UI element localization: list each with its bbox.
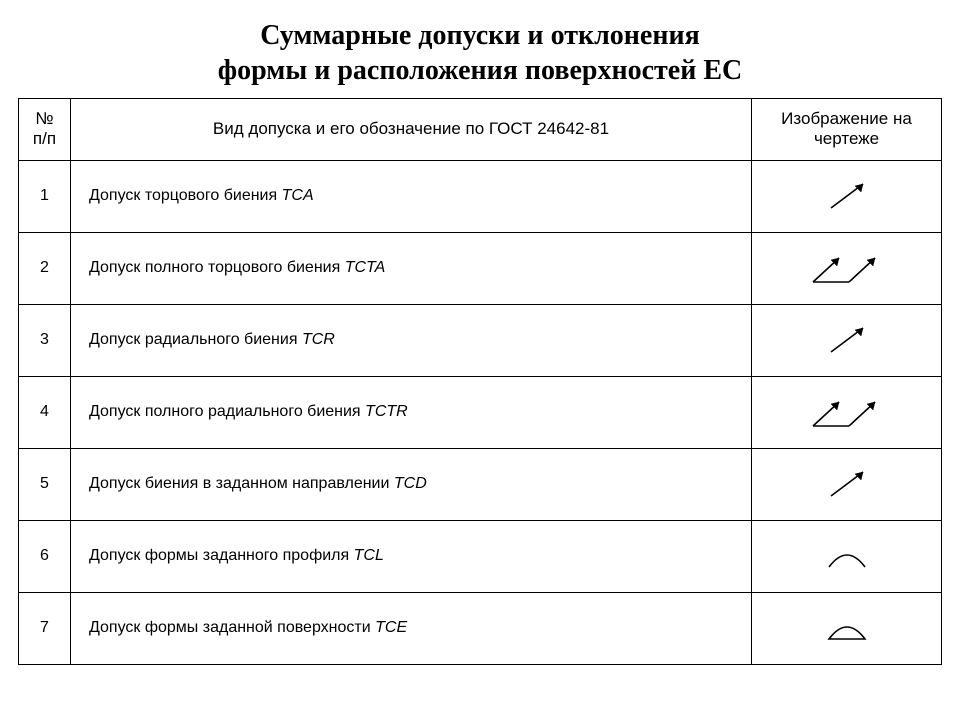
row-description-label: Допуск биения в заданном направлении bbox=[89, 475, 394, 492]
row-number: 7 bbox=[19, 592, 71, 664]
col-header-number: № п/п bbox=[19, 99, 71, 161]
table-header-row: № п/п Вид допуска и его обозначение по Г… bbox=[19, 99, 942, 161]
col-header-number-l1: № bbox=[35, 109, 53, 128]
row-symbol bbox=[752, 448, 942, 520]
single-arrow-icon bbox=[817, 320, 877, 360]
row-number: 2 bbox=[19, 232, 71, 304]
row-description: Допуск биения в заданном направлении TCD bbox=[71, 448, 752, 520]
row-number: 6 bbox=[19, 520, 71, 592]
table-row: 7Допуск формы заданной поверхности TCE bbox=[19, 592, 942, 664]
row-symbol bbox=[752, 592, 942, 664]
title-line-1: Суммарные допуски и отклонения bbox=[260, 20, 700, 51]
row-number: 3 bbox=[19, 304, 71, 376]
table-container: № п/п Вид допуска и его обозначение по Г… bbox=[18, 98, 942, 665]
row-description-label: Допуск формы заданного профиля bbox=[89, 547, 354, 564]
table-row: 6Допуск формы заданного профиля TCL bbox=[19, 520, 942, 592]
row-number: 1 bbox=[19, 160, 71, 232]
row-symbol bbox=[752, 376, 942, 448]
closed-arc-icon bbox=[817, 611, 877, 645]
col-header-symbol-l2: чертеже bbox=[814, 129, 879, 148]
title-line-2: формы и расположения поверхностей ЕС bbox=[218, 55, 742, 86]
row-description: Допуск формы заданной поверхности TCE bbox=[71, 592, 752, 664]
page-title: Суммарные допуски и отклонения формы и р… bbox=[0, 0, 960, 98]
page: Суммарные допуски и отклонения формы и р… bbox=[0, 0, 960, 720]
row-description-code: TCTR bbox=[365, 403, 408, 420]
table-row: 4Допуск полного радиального биения TCTR bbox=[19, 376, 942, 448]
row-description: Допуск полного радиального биения TCTR bbox=[71, 376, 752, 448]
row-description-label: Допуск полного радиального биения bbox=[89, 403, 365, 420]
row-description-label: Допуск радиального биения bbox=[89, 331, 302, 348]
row-symbol bbox=[752, 160, 942, 232]
row-description-code: TCA bbox=[282, 187, 314, 204]
row-symbol bbox=[752, 304, 942, 376]
row-description: Допуск полного торцового биения TCTA bbox=[71, 232, 752, 304]
row-description-code: TCD bbox=[394, 475, 427, 492]
row-description-label: Допуск формы заданной поверхности bbox=[89, 619, 375, 636]
double-arrow-icon bbox=[805, 392, 889, 432]
row-number: 4 bbox=[19, 376, 71, 448]
col-header-symbol: Изображение на чертеже bbox=[752, 99, 942, 161]
row-description-code: TCE bbox=[375, 619, 407, 636]
single-arrow-icon bbox=[817, 176, 877, 216]
row-number: 5 bbox=[19, 448, 71, 520]
table-body: 1Допуск торцового биения TCA2Допуск полн… bbox=[19, 160, 942, 664]
col-header-number-l2: п/п bbox=[33, 129, 56, 148]
table-row: 1Допуск торцового биения TCA bbox=[19, 160, 942, 232]
double-arrow-icon bbox=[805, 248, 889, 288]
row-description-code: TCL bbox=[354, 547, 384, 564]
row-description: Допуск торцового биения TCA bbox=[71, 160, 752, 232]
row-description-code: TCTA bbox=[345, 259, 386, 276]
row-symbol bbox=[752, 520, 942, 592]
col-header-symbol-l1: Изображение на bbox=[781, 109, 912, 128]
open-arc-icon bbox=[817, 539, 877, 573]
table-row: 5Допуск биения в заданном направлении TC… bbox=[19, 448, 942, 520]
col-header-description: Вид допуска и его обозначение по ГОСТ 24… bbox=[71, 99, 752, 161]
table-row: 3Допуск радиального биения TCR bbox=[19, 304, 942, 376]
row-description: Допуск радиального биения TCR bbox=[71, 304, 752, 376]
row-description-label: Допуск полного торцового биения bbox=[89, 259, 345, 276]
row-description: Допуск формы заданного профиля TCL bbox=[71, 520, 752, 592]
single-arrow-icon bbox=[817, 464, 877, 504]
row-symbol bbox=[752, 232, 942, 304]
table-row: 2Допуск полного торцового биения TCTA bbox=[19, 232, 942, 304]
tolerance-table: № п/п Вид допуска и его обозначение по Г… bbox=[18, 98, 942, 665]
row-description-label: Допуск торцового биения bbox=[89, 187, 282, 204]
row-description-code: TCR bbox=[302, 331, 335, 348]
